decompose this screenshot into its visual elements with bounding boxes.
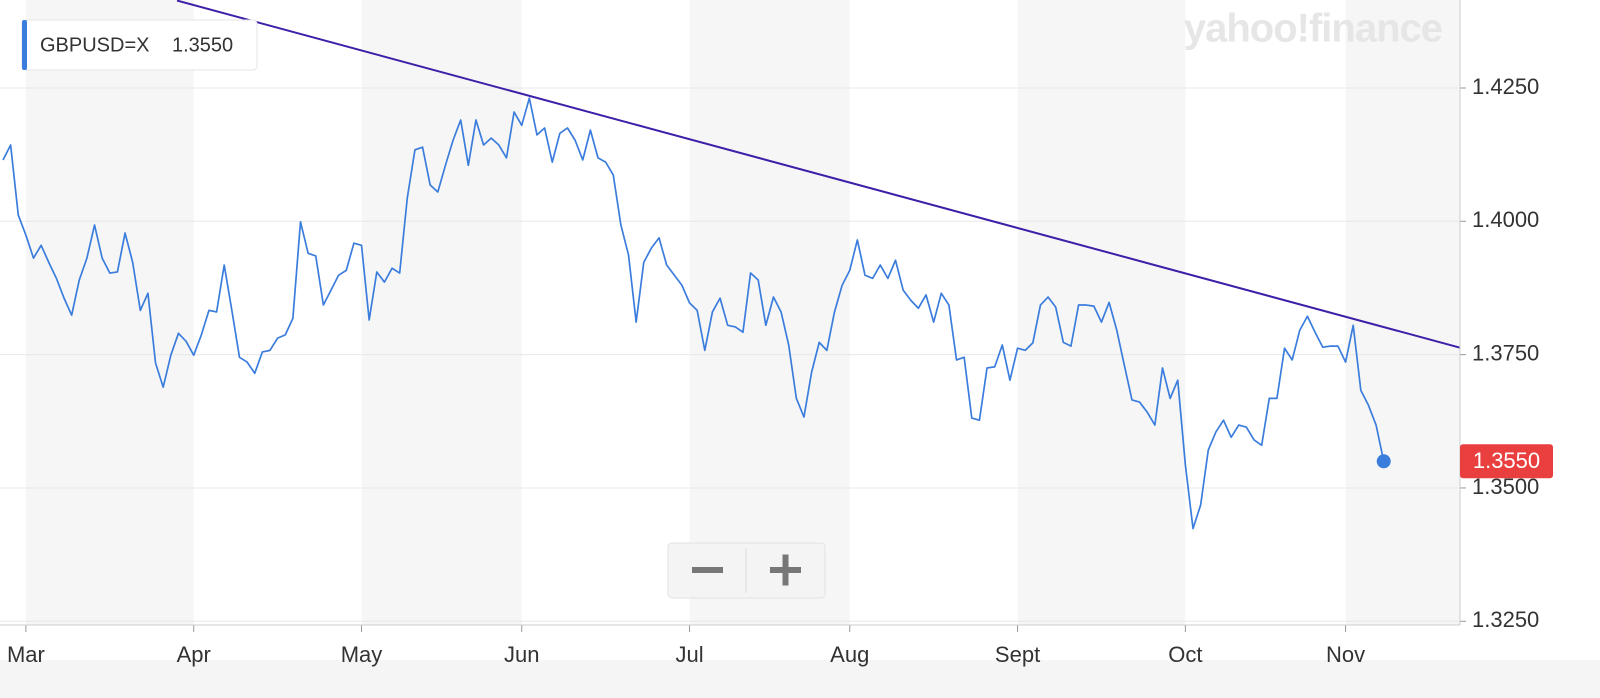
month-band	[1017, 0, 1186, 625]
x-tick-label: Apr	[177, 642, 211, 667]
grid	[0, 87, 1466, 632]
zoom-control[interactable]	[667, 542, 826, 599]
x-tick-label: Mar	[7, 642, 45, 667]
y-tick-label: 1.4000	[1472, 207, 1539, 232]
y-tick-label: 1.3250	[1472, 607, 1539, 632]
month-band	[361, 0, 522, 625]
price-badge-label: 1.3550	[1473, 448, 1540, 473]
month-bands	[25, 0, 1460, 625]
watermark: yahoo!finance	[1184, 7, 1442, 51]
marks	[2, 0, 1461, 530]
legend-swatch	[22, 20, 27, 70]
price-line	[2, 97, 1385, 530]
x-tick-label: May	[341, 642, 383, 667]
x-tick-label: Sept	[995, 642, 1040, 667]
x-tick-label: Nov	[1326, 642, 1365, 667]
last-point	[1376, 454, 1391, 469]
month-band	[1345, 0, 1460, 625]
y-tick-label: 1.3750	[1472, 340, 1539, 365]
footer-strip	[0, 660, 1600, 698]
x-tick-label: Aug	[830, 642, 869, 667]
legend-name: GBPUSD=X	[40, 34, 149, 56]
legend: GBPUSD=X 1.3550	[21, 19, 258, 71]
x-tick-label: Oct	[1168, 642, 1202, 667]
y-tick-label: 1.4250	[1472, 74, 1539, 99]
zoom-out[interactable]	[692, 567, 723, 573]
price-badge	[1460, 444, 1553, 479]
month-band	[25, 0, 194, 625]
x-tick-label: Jun	[504, 642, 539, 667]
zoom-in-bar	[782, 554, 789, 586]
x-tick-label: Jul	[675, 642, 703, 667]
legend-price: 1.3550	[172, 34, 233, 56]
trend-line	[176, 0, 1461, 349]
